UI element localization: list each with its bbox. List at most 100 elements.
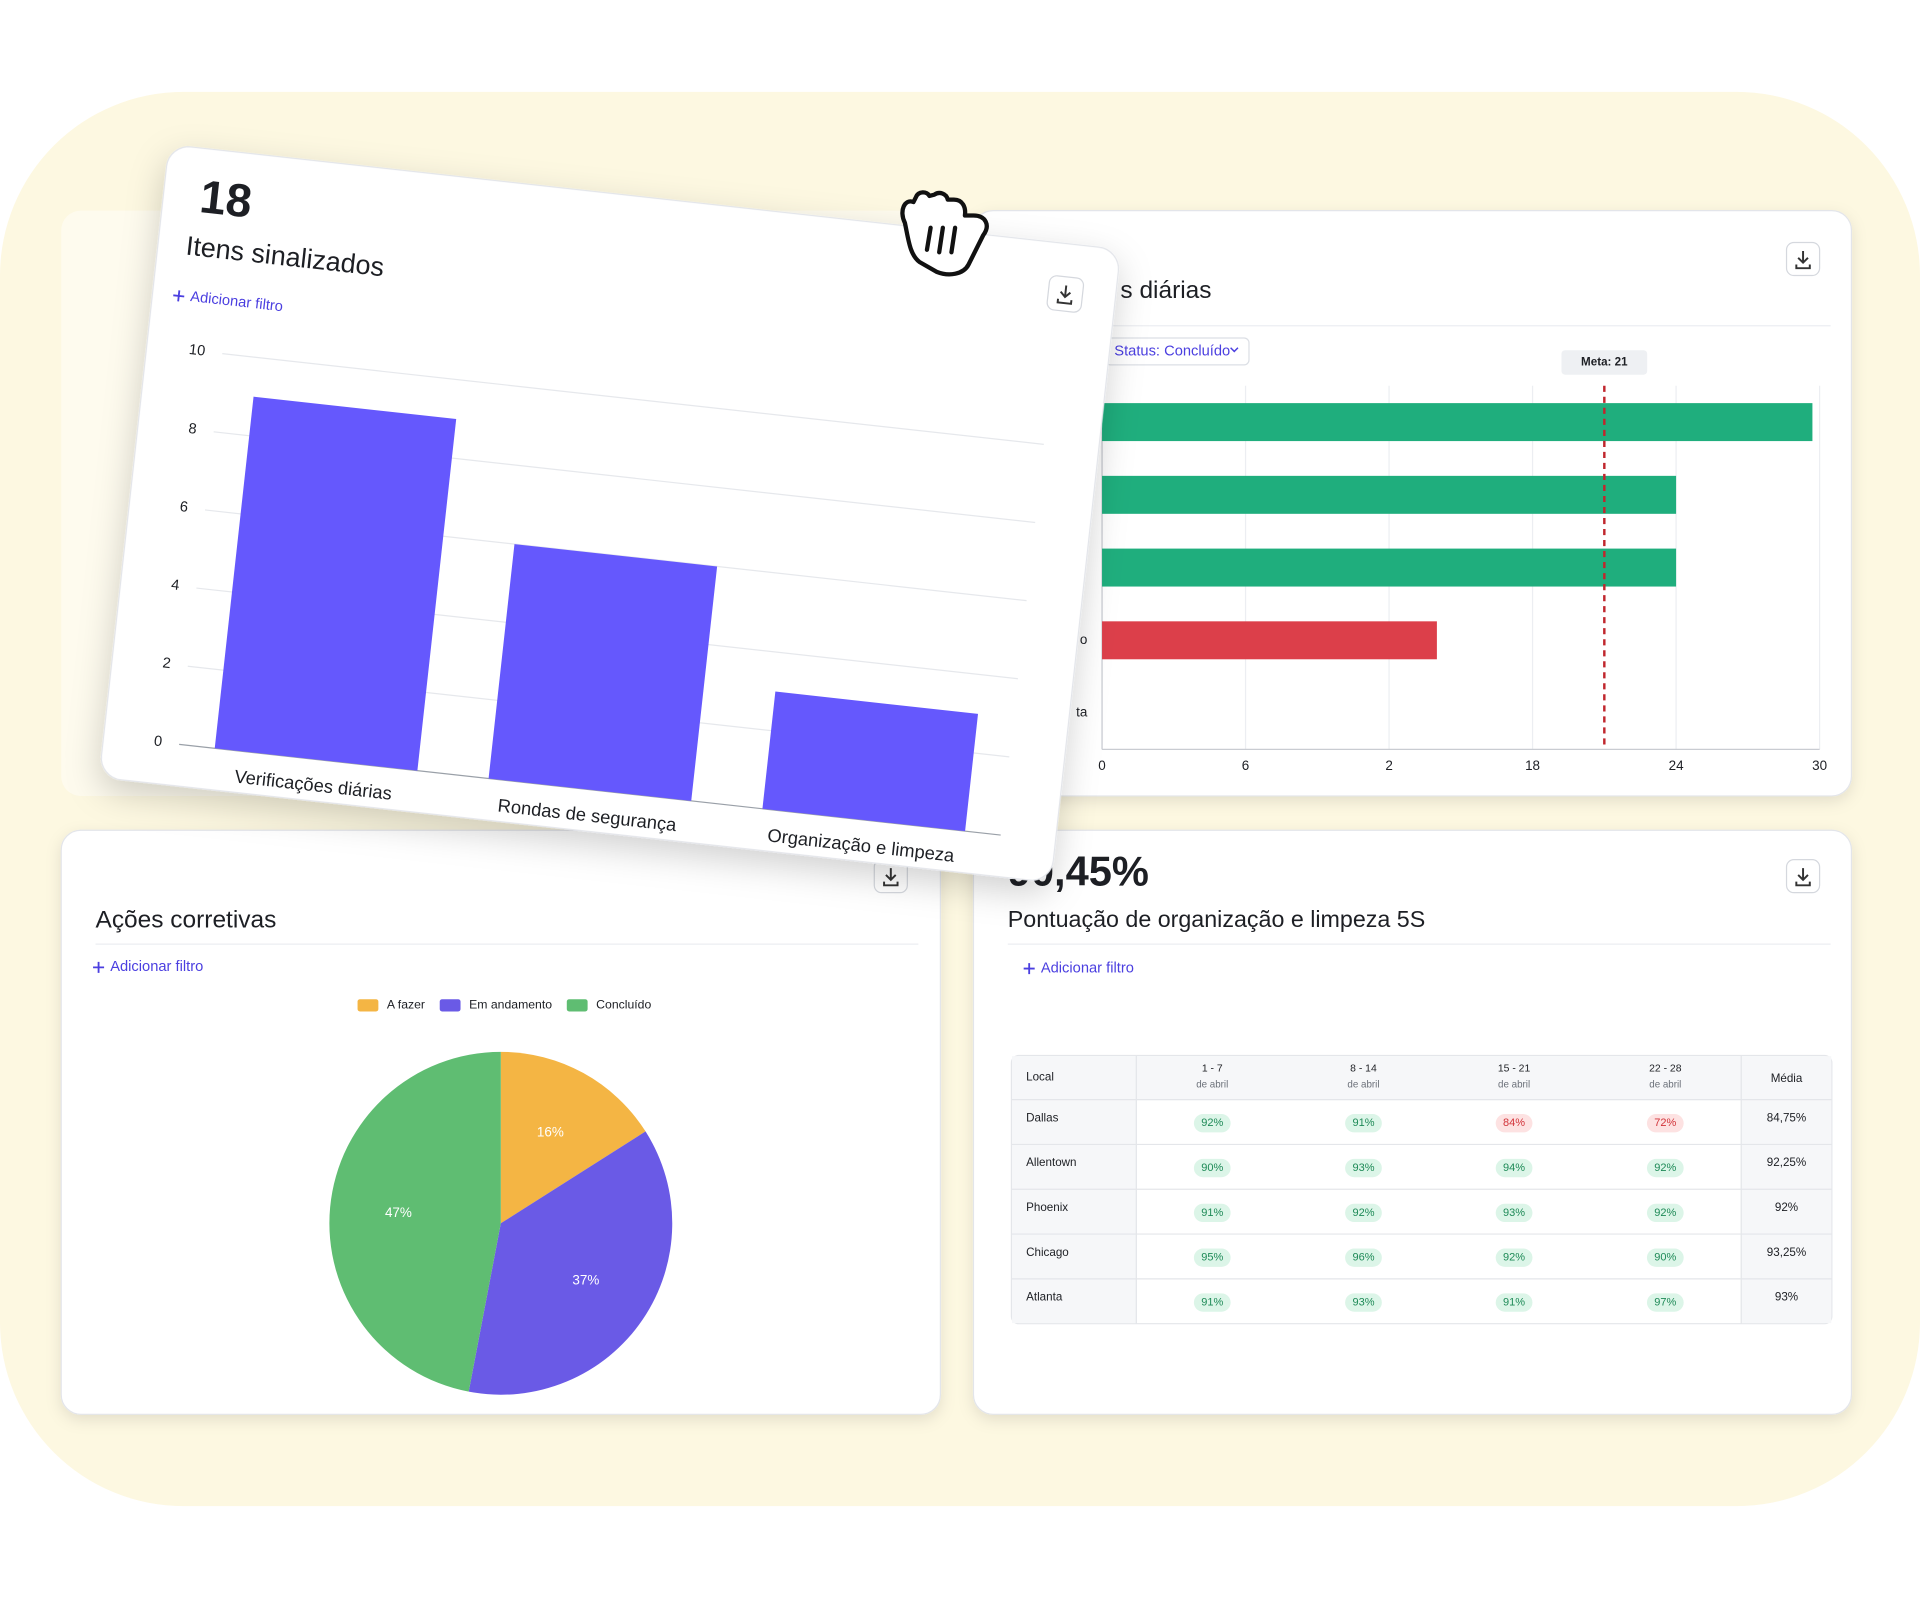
filter-chip-label[interactable]: Status: Concluído bbox=[1114, 343, 1230, 359]
y-tick-label: o bbox=[1080, 632, 1087, 647]
score-value: 95% bbox=[1201, 1252, 1223, 1264]
bar bbox=[1102, 621, 1437, 660]
y-tick-label: 4 bbox=[170, 577, 180, 594]
slice-label: 16% bbox=[537, 1125, 564, 1140]
pie-slice bbox=[500, 1051, 646, 1224]
score-value: 92% bbox=[1201, 1117, 1223, 1129]
row-average: 92% bbox=[1775, 1201, 1798, 1214]
y-tick-label: ta bbox=[1076, 705, 1088, 720]
grab-cursor bbox=[900, 190, 989, 277]
score-pill bbox=[1495, 1293, 1533, 1312]
score-pill bbox=[1345, 1114, 1382, 1133]
score-value: 90% bbox=[1654, 1252, 1676, 1264]
x-tick-label: 30 bbox=[1812, 758, 1827, 773]
header-cell: 1 - 7 bbox=[1202, 1064, 1223, 1075]
download-button[interactable] bbox=[1785, 859, 1821, 894]
header-cell: de abril bbox=[1649, 1080, 1681, 1091]
score-value: 91% bbox=[1352, 1117, 1374, 1129]
score-value: 84% bbox=[1503, 1117, 1525, 1129]
score-pill bbox=[1345, 1158, 1382, 1178]
legend-label: Em andamento bbox=[469, 998, 552, 1012]
row-label: Dallas bbox=[1026, 1111, 1058, 1124]
row-label: Chicago bbox=[1026, 1246, 1069, 1259]
flagged-card: 18 Itens sinalizados Adicionar filtro 02… bbox=[100, 146, 1120, 881]
y-tick-label: 2 bbox=[162, 655, 172, 672]
score-value: 91% bbox=[1503, 1296, 1525, 1308]
score-pill bbox=[1193, 1248, 1231, 1267]
score-pill bbox=[1495, 1158, 1533, 1178]
bar bbox=[1102, 475, 1677, 514]
header-cell: Local bbox=[1026, 1071, 1054, 1084]
score-pill bbox=[1495, 1203, 1533, 1223]
add-filter[interactable]: Adicionar filtro bbox=[110, 959, 203, 975]
bar bbox=[488, 544, 718, 801]
score-value: 92% bbox=[1654, 1162, 1676, 1174]
score-value: 93% bbox=[1352, 1162, 1374, 1174]
x-tick-label: 24 bbox=[1669, 758, 1684, 773]
score-pill bbox=[1345, 1203, 1382, 1223]
legend-swatch bbox=[566, 999, 588, 1012]
score-pill bbox=[1646, 1158, 1684, 1178]
score-pill bbox=[1646, 1293, 1684, 1312]
score-value: 97% bbox=[1654, 1296, 1676, 1308]
card-title: Pontuação de organização e limpeza 5S bbox=[1008, 906, 1426, 932]
score-table: Local 1 - 7 de abril 8 - 14 de abril 15 - 21 d… bbox=[1010, 1054, 1833, 1325]
card-title: s diárias bbox=[1120, 277, 1211, 304]
score-value: 93% bbox=[1352, 1296, 1374, 1308]
header-cell: 22 - 28 bbox=[1649, 1064, 1682, 1075]
card-title: Ações corretivas bbox=[96, 906, 277, 933]
row-average: 93,25% bbox=[1767, 1246, 1806, 1259]
first-col-bg bbox=[1012, 1099, 1137, 1324]
legend-label: Concluído bbox=[596, 998, 651, 1012]
row-label: Allentown bbox=[1026, 1156, 1076, 1169]
slice-label: 47% bbox=[385, 1205, 412, 1220]
score-card: 90,45% Pontuação de organização e limpez… bbox=[972, 829, 1853, 1415]
score-pill bbox=[1495, 1248, 1533, 1267]
header-cell: de abril bbox=[1347, 1080, 1379, 1091]
x-tick-label: 2 bbox=[1385, 758, 1392, 773]
add-filter[interactable]: Adicionar filtro bbox=[1041, 960, 1134, 976]
score-value: 94% bbox=[1503, 1162, 1525, 1174]
score-pill bbox=[1193, 1293, 1231, 1312]
row-label: Phoenix bbox=[1026, 1201, 1068, 1214]
header-cell: de abril bbox=[1196, 1080, 1228, 1091]
x-tick-label: 0 bbox=[1098, 758, 1105, 773]
score-value: 96% bbox=[1352, 1252, 1374, 1264]
score-pill bbox=[1193, 1158, 1231, 1178]
score-pill bbox=[1193, 1114, 1231, 1133]
download-button[interactable] bbox=[1785, 241, 1821, 277]
plus-icon bbox=[93, 961, 105, 973]
headline: 18 bbox=[197, 170, 254, 227]
chevron bbox=[1230, 347, 1239, 353]
header-bg bbox=[1012, 1056, 1832, 1101]
plus-icon bbox=[173, 290, 185, 302]
row-average: 93% bbox=[1775, 1291, 1798, 1304]
download-button[interactable] bbox=[873, 859, 908, 894]
y-tick-label: 8 bbox=[188, 421, 198, 438]
slice-label: 37% bbox=[572, 1273, 599, 1288]
header-cell: 15 - 21 bbox=[1498, 1064, 1531, 1075]
score-value: 90% bbox=[1201, 1162, 1223, 1174]
bar bbox=[762, 691, 979, 832]
row-label: Atlanta bbox=[1026, 1291, 1063, 1304]
row-average: 84,75% bbox=[1767, 1111, 1806, 1124]
score-pill bbox=[1646, 1203, 1684, 1223]
pie-slice bbox=[468, 1131, 673, 1395]
score-pill bbox=[1345, 1293, 1382, 1312]
bar bbox=[1102, 403, 1813, 442]
x-tick-label: 6 bbox=[1242, 758, 1249, 773]
score-pill bbox=[1345, 1248, 1382, 1267]
y-tick-label: 10 bbox=[188, 342, 206, 360]
download-button[interactable] bbox=[1046, 275, 1085, 313]
pie-slice bbox=[329, 1051, 501, 1392]
score-value: 92% bbox=[1503, 1252, 1525, 1264]
score-pill bbox=[1193, 1203, 1231, 1223]
plus-icon bbox=[1023, 963, 1035, 975]
last-col-bg bbox=[1741, 1099, 1832, 1324]
score-pill bbox=[1646, 1114, 1684, 1133]
header-cell: de abril bbox=[1498, 1080, 1530, 1091]
score-value: 91% bbox=[1201, 1296, 1223, 1308]
